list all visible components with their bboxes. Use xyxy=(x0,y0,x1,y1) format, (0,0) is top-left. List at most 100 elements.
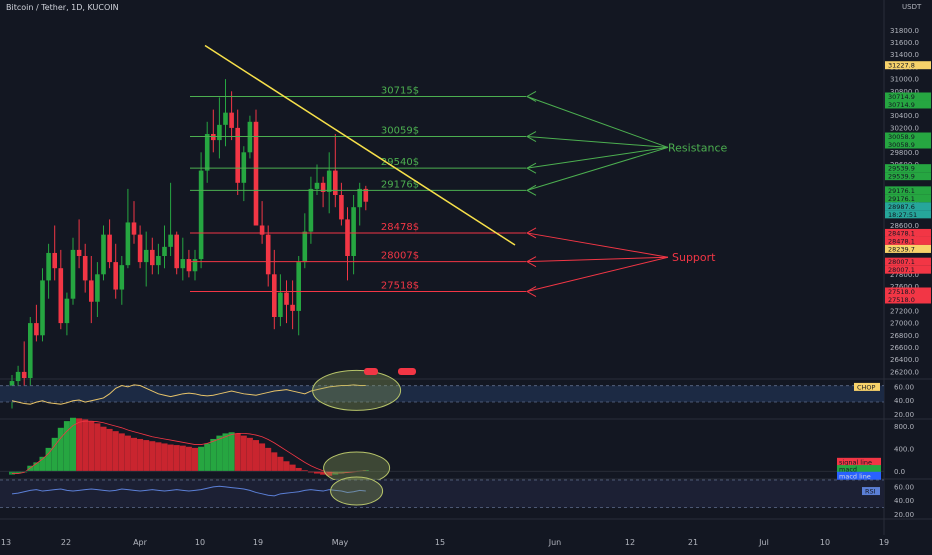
price-tag-box xyxy=(885,228,931,237)
candle-body xyxy=(351,207,356,256)
macd-histogram-bar xyxy=(253,440,259,472)
price-tag-label: 27518.0 xyxy=(888,296,915,304)
candle-body xyxy=(211,134,216,141)
macd-histogram-bar xyxy=(167,444,174,472)
macd-histogram-bar xyxy=(210,438,217,472)
macd-histogram-bar xyxy=(240,435,247,472)
time-axis-label: 15 xyxy=(435,538,445,547)
candle-body xyxy=(290,304,295,311)
candle-body xyxy=(76,249,82,256)
candle-body xyxy=(296,262,301,311)
macd-histogram-bar xyxy=(112,431,119,472)
macd-histogram-bar xyxy=(295,467,302,472)
price-tag-label: 28007.1 xyxy=(888,258,915,266)
price-tag-label: 30714.9 xyxy=(888,101,915,109)
candle-body xyxy=(302,231,308,263)
chop-tick-label: 40.00 xyxy=(894,397,914,405)
rsi-tag-label: RSI xyxy=(865,488,876,496)
candle-body xyxy=(357,188,362,208)
candle-body xyxy=(223,112,228,125)
price-tag-box xyxy=(885,164,931,173)
candle-body xyxy=(198,170,204,260)
price-tick-label: 27200.0 xyxy=(890,307,919,315)
price-tick-label: 31800.0 xyxy=(890,27,919,35)
resistance-arrow xyxy=(526,96,669,148)
price-tick-label: 26400.0 xyxy=(890,356,919,364)
macd-histogram-bar xyxy=(39,456,46,472)
price-tag-label: 28239.7 xyxy=(888,245,915,253)
support-arrowhead xyxy=(525,227,537,239)
candle-body xyxy=(247,121,253,153)
candle-body xyxy=(89,280,94,302)
candle-body xyxy=(186,259,192,272)
macd-histogram-bar xyxy=(124,435,131,472)
price-tag-label: 30058.9 xyxy=(888,133,915,141)
candle-body xyxy=(217,124,222,141)
chop-line xyxy=(11,384,366,405)
macd-histogram-bar xyxy=(137,438,144,472)
macd-histogram-bar xyxy=(45,447,52,472)
macd-line-tag-label: macd line xyxy=(839,472,871,480)
candle-body xyxy=(40,280,45,336)
candle-body xyxy=(101,234,106,275)
time-axis-label: 19 xyxy=(253,538,263,547)
macd-histogram-bar xyxy=(76,418,83,472)
trendline xyxy=(204,44,516,246)
time-axis-label: 19 xyxy=(879,538,889,547)
macd-histogram-bar xyxy=(307,471,314,473)
macd-line-tag-box xyxy=(837,471,881,480)
price-tick-label: 31400.0 xyxy=(890,51,919,59)
candle-body xyxy=(143,249,149,263)
price-tag-box xyxy=(885,202,931,211)
candle-body xyxy=(113,262,118,290)
candle-body xyxy=(363,188,369,202)
price-tick-label: 26800.0 xyxy=(890,332,919,340)
price-tag-label: 28478.1 xyxy=(888,229,915,237)
macd-histogram-bar xyxy=(301,470,308,472)
price-tag-label: 29176.1 xyxy=(888,187,915,195)
resistance-arrow xyxy=(526,136,669,148)
candle-body xyxy=(259,225,265,235)
price-tick-label: 26600.0 xyxy=(890,344,919,352)
time-axis-label: Jun xyxy=(548,538,562,547)
price-tick-label: 30400.0 xyxy=(890,112,919,120)
macd-histogram-bar xyxy=(155,442,162,472)
macd-histogram-bar xyxy=(344,471,351,473)
support-arrow xyxy=(526,256,669,263)
support-arrowhead xyxy=(525,286,537,297)
macd-signal-line xyxy=(12,420,366,474)
time-axis-label: 22 xyxy=(61,538,71,547)
candle-body xyxy=(107,234,112,263)
macd-histogram-bar xyxy=(271,452,278,472)
macd-histogram-bar xyxy=(320,471,327,475)
macd-histogram-bar xyxy=(265,447,272,472)
candle-body xyxy=(241,152,247,183)
price-tag-label: 29539.9 xyxy=(888,165,915,173)
candle-body xyxy=(131,222,137,235)
chop-highlight-ellipse xyxy=(312,369,402,411)
price-axis-currency: USDT xyxy=(902,3,922,11)
candle-body xyxy=(70,249,76,299)
resistance-arrowhead xyxy=(525,162,537,174)
price-tag-label: 30714.9 xyxy=(888,93,915,101)
candle-body xyxy=(272,274,277,317)
chop-band xyxy=(0,385,884,402)
support-arrowhead xyxy=(525,256,537,268)
time-axis-label: Apr xyxy=(133,538,148,547)
level-label: 29176$ xyxy=(381,179,419,190)
candle-body xyxy=(192,259,198,272)
price-tag-box xyxy=(885,132,931,141)
price-tag-box xyxy=(885,100,931,109)
price-tag-box xyxy=(885,61,931,70)
price-tick-label: 31600.0 xyxy=(890,39,919,47)
level-label: 30715$ xyxy=(381,85,419,96)
macd-signal-tag-box xyxy=(837,457,881,466)
support-arrow xyxy=(526,256,669,292)
candle-body xyxy=(345,219,350,256)
macd-histogram-bar xyxy=(314,471,320,474)
price-tick-label: 30200.0 xyxy=(890,124,919,132)
price-tag-box xyxy=(885,194,931,203)
resistance-arrow xyxy=(526,146,669,191)
